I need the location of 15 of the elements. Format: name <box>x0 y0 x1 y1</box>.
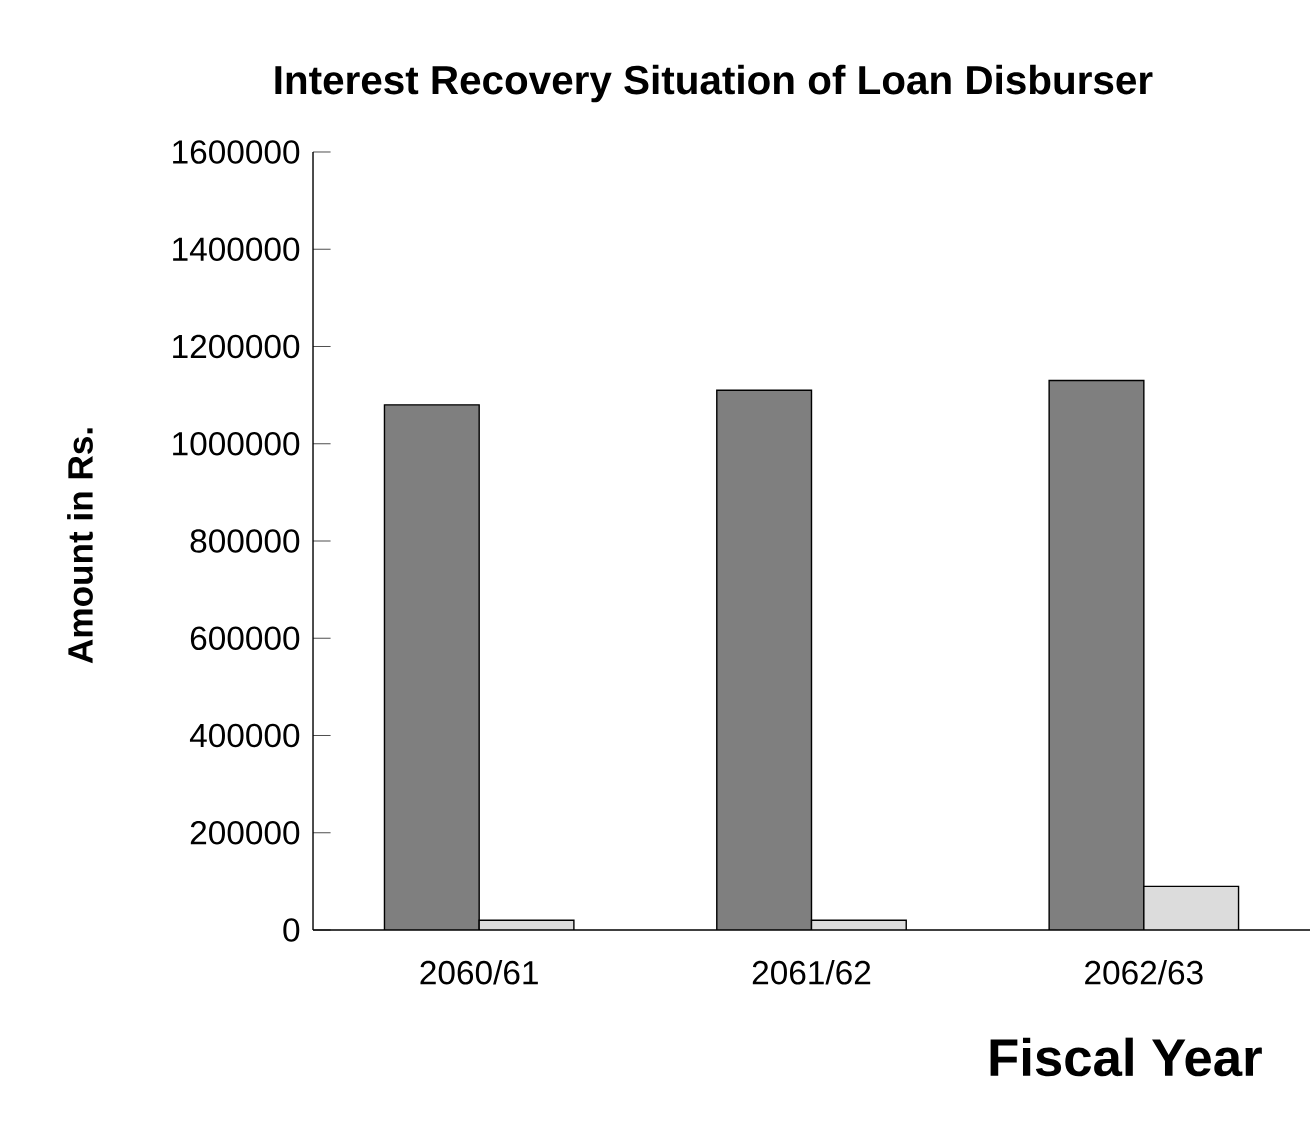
x-axis-title: Fiscal Year <box>990 1037 1262 1077</box>
x-tick-label: 2060/61 <box>420 959 538 985</box>
x-tick-label: 2062/63 <box>1085 959 1203 985</box>
y-tick-label: 1000000 <box>173 431 300 456</box>
y-tick-label: 200000 <box>190 820 300 845</box>
y-tick-label: 1400000 <box>173 237 300 262</box>
y-tick-label: 0 <box>283 918 300 942</box>
y-tick-label: 600000 <box>190 626 300 651</box>
y-tick-label: 800000 <box>190 529 300 553</box>
y-axis-title: Amount in Rs. <box>67 428 93 664</box>
y-tick-label: 1200000 <box>173 334 300 359</box>
chart-title: Interest Recovery Situation of Loan Disburser <box>275 64 1153 103</box>
y-tick-label: 1600000 <box>173 140 300 164</box>
x-tick-label: 2061/62 <box>752 959 871 985</box>
y-tick-label: 400000 <box>189 723 300 748</box>
